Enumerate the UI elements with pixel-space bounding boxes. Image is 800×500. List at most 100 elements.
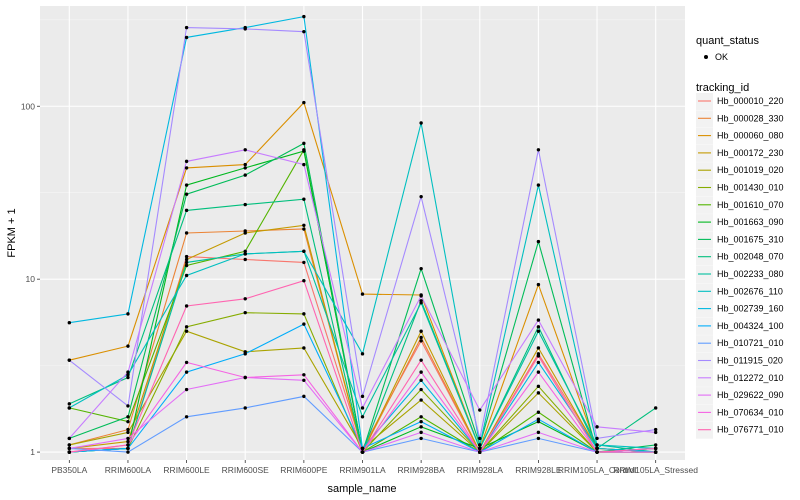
legend-label: Hb_001663_090 bbox=[717, 217, 784, 227]
data-point bbox=[126, 404, 130, 408]
legend-label: Hb_001430_010 bbox=[717, 183, 784, 193]
data-point bbox=[184, 257, 189, 262]
data-point bbox=[419, 398, 423, 402]
data-point bbox=[302, 260, 306, 265]
legend-label: Hb_076771_010 bbox=[717, 425, 784, 435]
data-point bbox=[302, 278, 306, 283]
data-point bbox=[243, 249, 247, 253]
legend-label: Hb_000060_080 bbox=[717, 131, 784, 141]
data-point bbox=[536, 430, 541, 435]
data-point bbox=[478, 436, 482, 441]
data-point bbox=[536, 384, 541, 389]
data-point bbox=[419, 339, 423, 343]
data-point bbox=[360, 352, 365, 356]
data-point bbox=[126, 430, 130, 435]
data-point bbox=[184, 370, 189, 374]
x-axis-title: sample_name bbox=[327, 483, 396, 495]
data-point bbox=[536, 354, 541, 358]
data-point bbox=[243, 166, 247, 170]
data-point bbox=[184, 360, 189, 365]
legend-label: Hb_002676_110 bbox=[717, 286, 783, 296]
data-point bbox=[302, 227, 306, 231]
data-point bbox=[595, 443, 599, 447]
data-point bbox=[302, 373, 306, 377]
data-point bbox=[243, 375, 247, 380]
data-point bbox=[126, 415, 130, 419]
data-point bbox=[126, 375, 130, 380]
data-point bbox=[184, 329, 189, 333]
data-point bbox=[243, 252, 247, 256]
data-point bbox=[302, 378, 306, 383]
x-tick-label: RRIM105LA_Control bbox=[558, 465, 637, 475]
data-point bbox=[536, 417, 541, 421]
data-point bbox=[419, 329, 423, 333]
data-point bbox=[536, 360, 541, 365]
x-tick-label: RRIM105LA_Stressed bbox=[613, 465, 698, 475]
data-point bbox=[184, 254, 189, 259]
legend-label: Hb_001675_310 bbox=[717, 234, 784, 244]
data-point bbox=[536, 329, 541, 333]
data-point bbox=[478, 443, 482, 447]
legend-label: Hb_000010_220 bbox=[717, 96, 784, 106]
data-point bbox=[595, 425, 599, 429]
data-point bbox=[126, 373, 130, 377]
data-point bbox=[536, 419, 541, 424]
data-point bbox=[126, 370, 130, 374]
data-point bbox=[243, 310, 247, 315]
data-point bbox=[653, 446, 658, 451]
data-point bbox=[67, 358, 72, 362]
data-point bbox=[243, 231, 247, 235]
data-point bbox=[302, 223, 306, 227]
data-point bbox=[302, 346, 306, 350]
data-point bbox=[67, 450, 72, 454]
data-point bbox=[184, 166, 189, 170]
series-points bbox=[67, 14, 658, 454]
data-point bbox=[536, 239, 541, 244]
data-point bbox=[536, 148, 541, 152]
y-tick-label: 10 bbox=[26, 274, 36, 284]
data-point bbox=[184, 35, 189, 40]
data-point bbox=[126, 443, 130, 447]
data-point bbox=[536, 436, 541, 441]
legend-label: Hb_001019_020 bbox=[717, 165, 784, 175]
legend-label: Hb_002233_080 bbox=[717, 269, 784, 279]
data-point bbox=[243, 297, 247, 301]
legend-label: Hb_001610_070 bbox=[717, 200, 784, 210]
data-point bbox=[419, 301, 423, 305]
data-point bbox=[243, 202, 247, 207]
data-point bbox=[184, 25, 189, 30]
x-tick-label: RRIM901LA bbox=[339, 465, 386, 475]
data-point bbox=[126, 312, 130, 316]
data-point bbox=[184, 231, 189, 235]
data-point bbox=[536, 410, 541, 414]
y-axis-title: FPKM + 1 bbox=[6, 208, 18, 257]
x-tick-label: RRIM600SE bbox=[222, 465, 270, 475]
data-point bbox=[126, 446, 130, 451]
data-point bbox=[67, 443, 72, 447]
data-point bbox=[184, 159, 189, 164]
data-point bbox=[302, 100, 306, 105]
data-point bbox=[184, 325, 189, 329]
x-tick-label: PB350LA bbox=[51, 465, 87, 475]
data-point bbox=[536, 391, 541, 395]
data-point bbox=[184, 387, 189, 392]
data-point bbox=[360, 415, 365, 419]
data-point bbox=[419, 194, 423, 199]
color-legend-title: tracking_id bbox=[696, 82, 749, 94]
data-point bbox=[184, 208, 189, 213]
data-point bbox=[419, 387, 423, 392]
y-tick-label: 1 bbox=[30, 447, 35, 457]
data-point bbox=[536, 370, 541, 374]
data-point bbox=[595, 446, 599, 451]
data-point bbox=[243, 406, 247, 410]
x-tick-label: RRIM600LA bbox=[105, 465, 152, 475]
x-tick-label: RRIM600PE bbox=[280, 465, 328, 475]
data-point bbox=[67, 446, 72, 451]
data-point bbox=[184, 183, 189, 187]
data-point bbox=[653, 430, 658, 435]
data-point bbox=[126, 439, 130, 444]
legend-label: Hb_070634_010 bbox=[717, 407, 784, 417]
data-point bbox=[302, 14, 306, 19]
data-point bbox=[419, 419, 423, 424]
data-point bbox=[478, 450, 482, 454]
